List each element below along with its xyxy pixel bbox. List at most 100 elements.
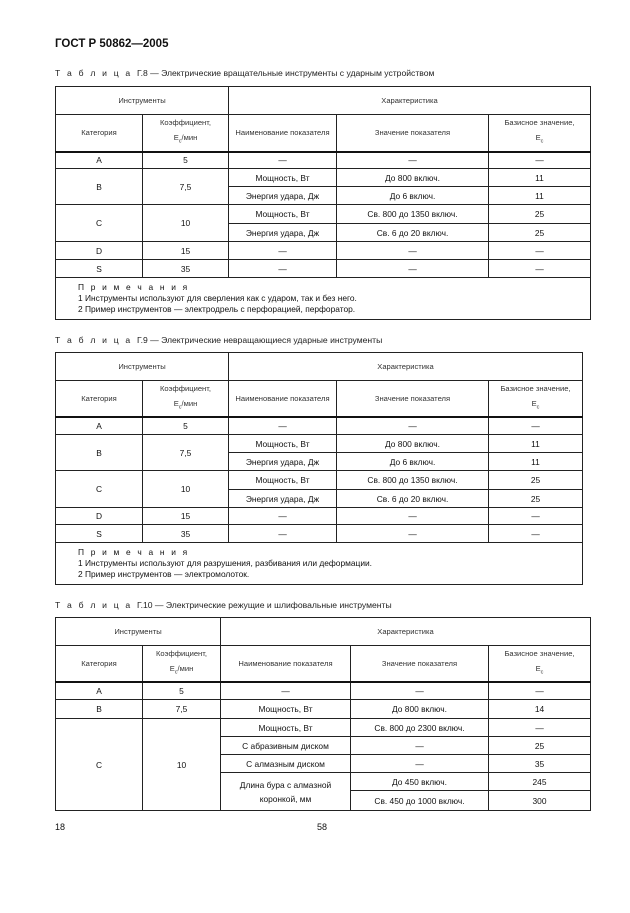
table-cell: 300 <box>488 790 591 812</box>
table-cell: 15 <box>142 241 229 260</box>
column-header-text: Значение показателя <box>381 658 458 668</box>
column-header-text: Наименование показателя <box>238 658 333 668</box>
column-header-text: Категория <box>81 393 117 403</box>
table-cell: B <box>55 434 143 472</box>
table-cell: Мощность, Вт <box>220 699 351 720</box>
column-header-symbol: E <box>535 664 541 673</box>
table-cell: Энергия удара, Дж <box>228 452 337 472</box>
table-cell: — <box>336 416 489 436</box>
table-cell: 7,5 <box>142 168 229 205</box>
table-cell: До 450 включ. <box>350 772 489 792</box>
note-item: 2 Пример инструментов — электродрель с п… <box>78 304 356 314</box>
table-cell: 7,5 <box>142 699 221 720</box>
column-header-symbol: E <box>531 399 537 408</box>
table-cell: — <box>488 259 591 278</box>
column-header: Наименование показателя <box>228 379 337 418</box>
table-cell: — <box>336 151 489 169</box>
table-row: A 5— — — <box>55 151 591 169</box>
header-row-group: Инструменты Характеристика <box>55 86 591 115</box>
table-cell: — <box>488 151 591 169</box>
table-cell: До 800 включ. <box>336 434 489 454</box>
table-row: Энергия удара, Дж Св. 6 до 20 включ. 25 <box>56 489 583 509</box>
column-header: Категория <box>55 114 143 153</box>
table-cell: — <box>228 259 337 278</box>
table-cell: — <box>488 507 583 526</box>
table-row: Энергия удара, Дж Св. 6 до 20 включ. 25 <box>56 223 591 242</box>
table-cell: 11 <box>488 186 591 205</box>
column-header-text: Базисное значение, <box>504 649 575 658</box>
column-header: Категория <box>55 379 143 418</box>
table-cell: Св. 6 до 20 включ. <box>336 223 489 242</box>
header-characteristic: Характеристика <box>228 86 591 115</box>
table-cell: До 800 включ. <box>336 168 489 187</box>
column-header-text: Базисное значение, <box>500 384 571 393</box>
table-cell: D <box>55 507 143 526</box>
table-caption: Т а б л и ц а Г.8 — Электрические вращат… <box>55 68 434 78</box>
table-cell: — <box>228 507 337 526</box>
data-table: Инструменты Характеристика Категория Коэффи… <box>55 86 591 320</box>
table-cell: — <box>350 736 489 756</box>
table-cell: 35 <box>488 754 591 774</box>
column-header-text: Коэффициент, <box>159 384 211 393</box>
table-caption-label: Т а б л и ц а <box>55 68 137 78</box>
table-cell: — <box>488 718 591 738</box>
table-cell: — <box>336 524 489 544</box>
column-header-text: Значение показателя <box>374 393 451 403</box>
table-cell: Св. 6 до 20 включ. <box>336 489 489 509</box>
table-cell: A <box>55 681 143 701</box>
column-header-symbol: E <box>535 133 541 143</box>
column-header: Наименование показателя <box>228 114 337 153</box>
table-cell: Св. 800 до 2300 включ. <box>350 718 489 738</box>
header-row-group: Инструменты Характеристика <box>55 352 583 381</box>
table-cell: C <box>55 204 143 242</box>
column-header-text: Значение показателя <box>374 128 451 138</box>
table-cell: — <box>228 241 337 260</box>
page-number-center: 58 <box>317 822 328 832</box>
column-header-suffix: /мин <box>177 664 194 673</box>
table-cell: 25 <box>488 223 591 242</box>
note-item: 1 Инструменты используют для сверления к… <box>78 293 357 303</box>
table-cell: Энергия удара, Дж <box>228 186 337 205</box>
table-cell: 245 <box>488 772 591 792</box>
column-header-text: Коэффициент, <box>155 649 207 658</box>
table-row: C 10 Мощность, Вт Св. 800 до 1350 включ. 25 <box>55 470 583 509</box>
table-cell: — <box>220 681 351 701</box>
data-table: Инструменты Характеристика Категория Коэффи… <box>55 352 583 586</box>
note-item: 1 Инструменты используют для разрушения,… <box>78 558 373 569</box>
header-instruments: Инструменты <box>55 86 229 115</box>
table-cell: С алмазным диском <box>220 754 351 774</box>
table-row: Длина бура с алмазной коронкой, мм До 450… <box>56 772 591 812</box>
table-row: S 35— — — <box>55 259 591 278</box>
table-cell: Св. 800 до 1350 включ. <box>336 204 489 224</box>
table-cell: 7,5 <box>142 434 229 472</box>
table-cell: Длина бура с алмазной коронкой, мм <box>220 772 351 812</box>
column-header-symbol: E <box>169 664 175 673</box>
header-instruments: Инструменты <box>55 352 229 381</box>
table-row: C 10 Мощность, Вт Св. 800 до 1350 включ. 25 <box>55 204 591 242</box>
table-caption-label: Т а б л и ц а <box>55 335 137 345</box>
table-cell: 25 <box>488 736 591 756</box>
column-header: Коэффициент, Ec/мин <box>142 644 221 683</box>
table-caption: Т а б л и ц а Г.10 — Электрические режущ… <box>55 600 392 610</box>
column-header-text: Наименование показателя <box>235 393 330 403</box>
table-row: B 7,5 Мощность, Вт До 800 включ. 11 <box>55 168 591 205</box>
table-cell: С абразивным диском <box>220 736 351 756</box>
table-cell: B <box>55 168 143 205</box>
table-cell: 35 <box>142 259 229 278</box>
header-row-columns: Категория Коэффициент, Ec/мин Наименование … <box>55 114 591 153</box>
document-title: ГОСТ Р 50862—2005 <box>55 38 169 50</box>
table-cell: — <box>350 754 489 774</box>
column-header: Базисное значение, Ec <box>488 644 591 683</box>
table-cell: Мощность, Вт <box>228 470 337 491</box>
table-cell: До 6 включ. <box>336 186 489 205</box>
table-row: S 35— — — <box>55 524 583 544</box>
table-row: D 15— — — <box>55 507 583 526</box>
table-cell: 14 <box>488 699 591 720</box>
table-cell: 5 <box>142 681 221 701</box>
table-caption-text: Г.9 — Электрические невращающиеся ударны… <box>136 335 383 345</box>
table-cell: 25 <box>488 204 591 224</box>
table-row: B 7,5 Мощность, Вт До 800 включ. 11 <box>55 434 583 472</box>
